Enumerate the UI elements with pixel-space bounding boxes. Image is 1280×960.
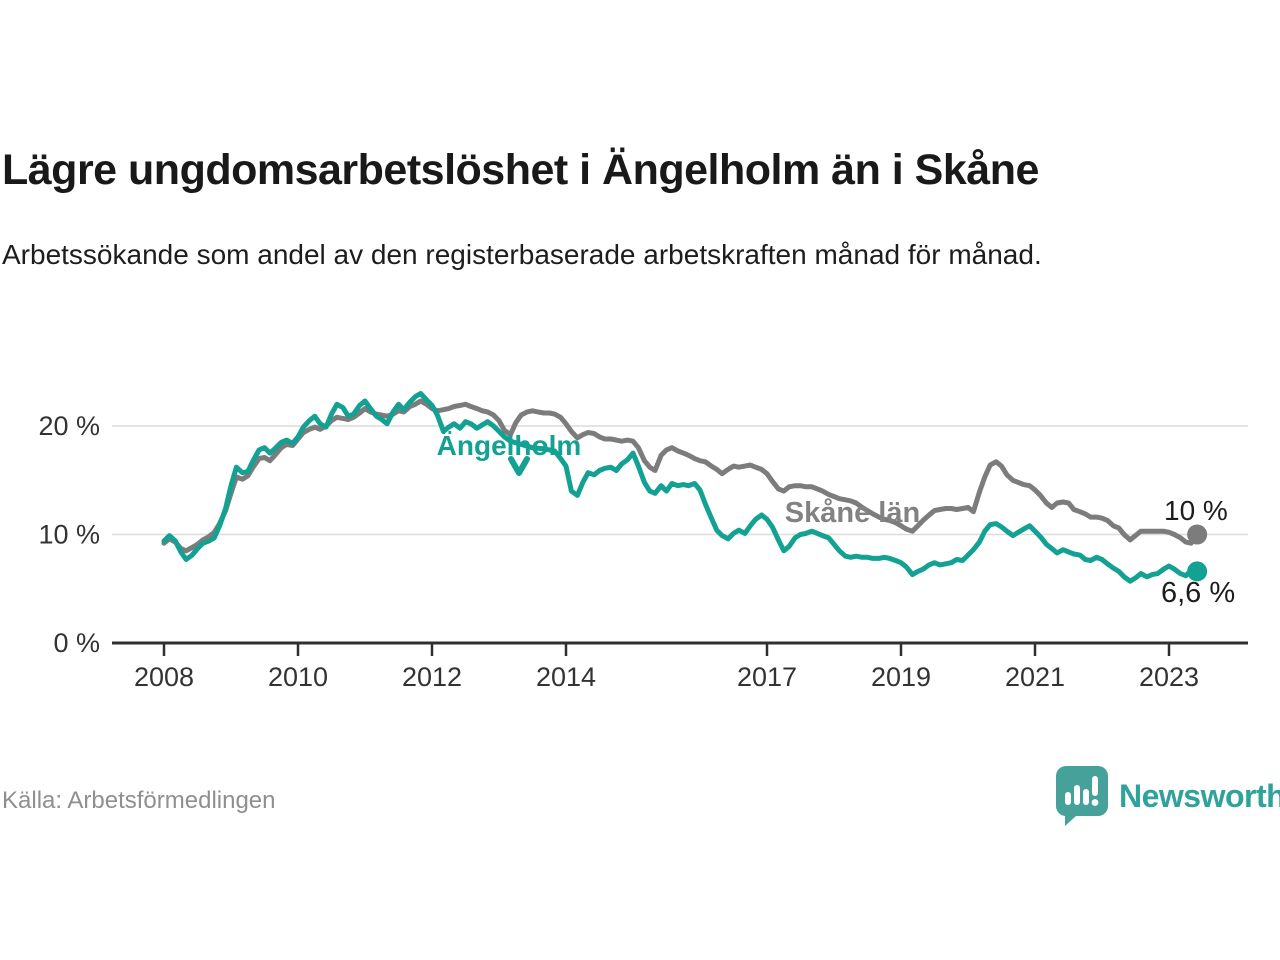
x-axis: [112, 641, 1248, 656]
axis-tick-labels: 2008 2010 2012 2014 2017 2019 2021 2023: [134, 662, 1199, 692]
x-tick-label: 2017: [737, 662, 797, 692]
angelholm-arrow-icon: [508, 456, 530, 476]
series-line-skane: [161, 398, 1200, 554]
end-value-label-skane: 10 %: [1164, 495, 1228, 526]
series-label-skane: Skåne län: [784, 497, 921, 529]
data-series: [161, 391, 1208, 584]
y-tick-label: 0 %: [53, 628, 100, 658]
brand-logo: Newsworthy: [1054, 764, 1280, 828]
x-tick-label: 2010: [268, 662, 328, 692]
end-point-dot: [1187, 524, 1208, 545]
x-tick-label: 2012: [402, 662, 462, 692]
series-label-angelholm: Ängelholm: [436, 430, 582, 461]
y-axis-labels: 20 % 10 % 0 %: [38, 411, 100, 658]
y-tick-label: 10 %: [38, 520, 100, 550]
newsworthy-logo-icon: [1055, 766, 1108, 826]
series-line-angelholm: [161, 391, 1200, 584]
y-tick-label: 20 %: [38, 411, 100, 441]
x-tick-label: 2019: [871, 662, 931, 692]
end-value-label-angelholm: 6,6 %: [1161, 577, 1236, 609]
x-tick-label: 2014: [536, 662, 596, 692]
brand-name: Newsworthy: [1119, 777, 1280, 814]
source-note: Källa: Arbetsförmedlingen: [2, 787, 276, 814]
x-tick-label: 2021: [1005, 662, 1065, 692]
end-point-dot: [1187, 561, 1208, 582]
page-title: Lägre ungdomsarbetslöshet i Ängelholm än…: [2, 146, 1039, 194]
x-tick-label: 2023: [1139, 662, 1199, 692]
x-tick-label: 2008: [134, 662, 194, 692]
page-subtitle: Arbetssökande som andel av den registerb…: [2, 239, 1042, 270]
